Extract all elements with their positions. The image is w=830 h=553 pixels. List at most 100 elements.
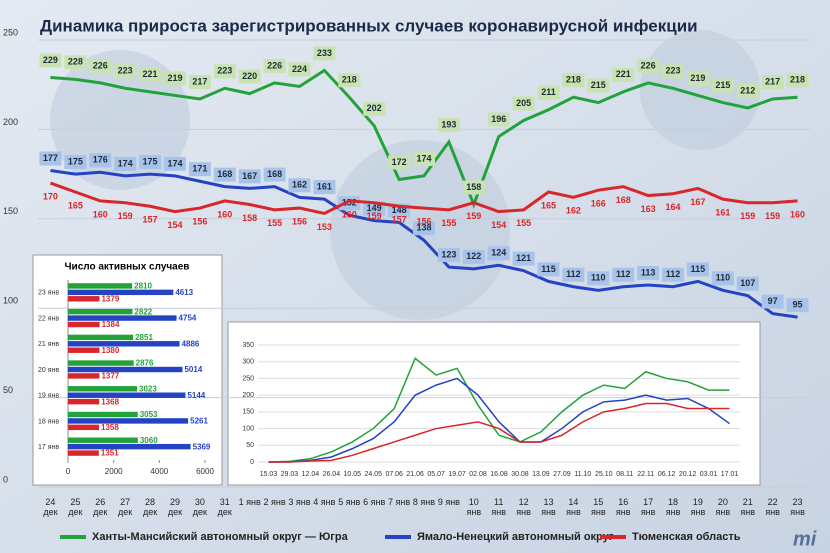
bar <box>68 296 100 302</box>
data-label-box <box>388 155 411 170</box>
x-tick-label: 26.04 <box>323 471 341 478</box>
data-label: 174 <box>118 158 133 168</box>
data-label: 218 <box>790 75 805 85</box>
data-label: 162 <box>292 180 307 190</box>
x-tick-label: 16.08 <box>490 471 508 478</box>
bar <box>68 321 100 328</box>
data-label-box <box>313 46 336 61</box>
decor <box>640 30 760 150</box>
data-label: 205 <box>516 98 531 108</box>
data-label: 215 <box>591 80 606 90</box>
data-label-box <box>114 64 137 79</box>
x-tick-label: 03.01 <box>700 471 718 478</box>
series-line <box>50 169 798 319</box>
x-tick-label: 24.05 <box>364 471 382 478</box>
data-label-box <box>487 246 510 261</box>
data-label-box <box>363 101 386 116</box>
data-label-box <box>662 64 685 79</box>
data-label: 1379 <box>101 294 119 303</box>
y-tick-label: 22 янв <box>38 315 59 322</box>
y-tick-label: 17 янв <box>38 444 59 451</box>
data-label: 193 <box>441 119 456 129</box>
data-label: 115 <box>691 264 706 274</box>
y-tick-label: 200 <box>3 117 18 127</box>
data-label: 159 <box>740 211 755 221</box>
x-tick-label: 11.10 <box>574 471 591 478</box>
inset-title: Число активных случаев <box>65 262 190 273</box>
y-tick-label: 0 <box>250 459 254 466</box>
x-tick-label: 28 дек <box>142 497 158 517</box>
data-label: 160 <box>790 209 805 219</box>
y-tick-label: 50 <box>246 442 254 449</box>
y-tick-label: 100 <box>242 425 254 432</box>
data-label: 5014 <box>184 365 202 374</box>
x-tick-label: 15 янв <box>591 497 606 517</box>
chart-title: Динамика прироста зарегистрированных слу… <box>40 16 698 35</box>
bar <box>68 411 138 418</box>
data-label: 168 <box>616 195 631 205</box>
x-tick-label: 8 янв <box>412 497 436 507</box>
data-label: 159 <box>765 211 780 221</box>
data-label: 156 <box>292 216 307 226</box>
x-tick-label: 1 янв <box>238 497 261 507</box>
data-label-box <box>188 162 211 177</box>
x-tick-label: 20.12 <box>679 471 697 478</box>
x-tick-label: 10 янв <box>466 497 482 517</box>
data-label: 211 <box>541 87 556 97</box>
data-label: 107 <box>740 278 755 288</box>
series-line <box>49 181 798 216</box>
data-label: 5369 <box>193 442 211 451</box>
data-label: 155 <box>516 218 531 228</box>
data-label: 167 <box>242 171 257 181</box>
data-label: 162 <box>566 206 581 216</box>
x-tick-label: 9 янв <box>437 497 460 507</box>
series-line <box>268 377 730 463</box>
data-label: 221 <box>616 69 631 79</box>
inset-line-box <box>227 321 761 486</box>
bar <box>68 283 133 289</box>
data-label: 223 <box>118 66 133 76</box>
data-label: 175 <box>143 156 158 166</box>
x-tick-label: 25 дек <box>68 497 83 517</box>
data-label: 154 <box>167 220 182 230</box>
data-label: 4886 <box>182 339 200 348</box>
data-label-box <box>338 73 361 88</box>
data-label: 226 <box>641 60 656 70</box>
x-tick-label: 2000 <box>105 467 123 476</box>
x-tick-label: 15.03 <box>260 471 278 478</box>
data-label: 154 <box>491 220 506 230</box>
data-label: 156 <box>192 216 207 226</box>
data-label: 138 <box>416 223 431 233</box>
data-label-box <box>637 58 660 73</box>
data-label-box <box>263 167 286 182</box>
x-tick-label: 07.06 <box>385 471 403 478</box>
data-label: 5144 <box>187 391 205 400</box>
logo: mi <box>793 528 817 550</box>
data-label: 1351 <box>101 449 119 458</box>
data-label: 2876 <box>136 359 154 368</box>
y-tick-label: 300 <box>242 359 254 366</box>
x-tick-label: 25.10 <box>595 471 613 478</box>
bar <box>68 315 177 321</box>
x-tick-label: 29.03 <box>281 471 299 478</box>
data-label: 226 <box>93 60 108 70</box>
x-tick-label: 13.09 <box>532 471 550 478</box>
x-tick-label: 18 янв <box>665 497 681 517</box>
x-tick-label: 24 дек <box>43 497 58 517</box>
data-label: 212 <box>740 85 755 95</box>
x-tick-label: 0 <box>66 467 71 476</box>
data-label-box <box>711 271 734 286</box>
data-label: 159 <box>367 211 382 221</box>
data-label-box <box>462 249 485 264</box>
y-tick-label: 250 <box>242 375 254 382</box>
data-label-box <box>263 58 286 73</box>
x-tick-label: 19.07 <box>448 471 466 478</box>
bar <box>68 424 100 431</box>
x-tick-label: 30.08 <box>511 471 529 478</box>
data-label-box <box>313 180 336 195</box>
bar <box>68 347 100 353</box>
data-label: 161 <box>715 208 730 218</box>
data-label-box <box>562 267 585 282</box>
data-label: 112 <box>616 269 631 279</box>
